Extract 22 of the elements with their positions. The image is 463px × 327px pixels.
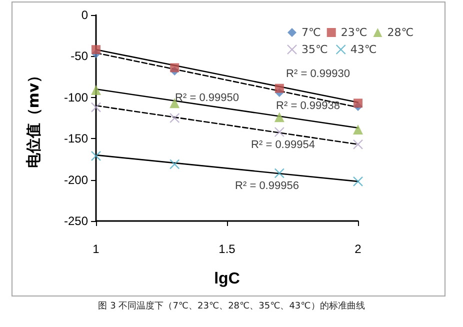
y-tick-label: -200 — [64, 172, 88, 187]
legend-label: 35℃ — [302, 43, 328, 56]
y-tick-label: -100 — [64, 90, 88, 104]
caption: 图 3 不同温度下（7℃、23℃、28℃、35℃、43℃）的标准曲线 — [98, 300, 365, 312]
legend-label: 43℃ — [350, 43, 377, 56]
annotation: R² = 0.99938 — [276, 100, 340, 112]
y-tick-label: 0 — [81, 8, 88, 22]
y-axis-title: 电位值（mv） — [24, 68, 42, 168]
legend-label: 23℃ — [340, 26, 368, 39]
annotation: R² = 0.99954 — [251, 139, 315, 151]
x-tick-label: 1.5 — [218, 242, 236, 256]
annotation: R² = 0.99956 — [235, 180, 299, 192]
y-tick-label: -250 — [64, 214, 88, 228]
x-axis-title: lgC — [214, 270, 240, 288]
annotation: R² = 0.99950 — [175, 92, 239, 104]
annotation: R² = 0.99930 — [286, 68, 350, 80]
x-tick-label: 1 — [92, 242, 100, 256]
y-tick-label: -50 — [70, 49, 88, 64]
legend-label: 7℃ — [302, 26, 321, 39]
y-tick-label: -150 — [64, 132, 88, 146]
x-tick-label: 2 — [354, 242, 362, 256]
legend-label: 28℃ — [387, 26, 414, 39]
